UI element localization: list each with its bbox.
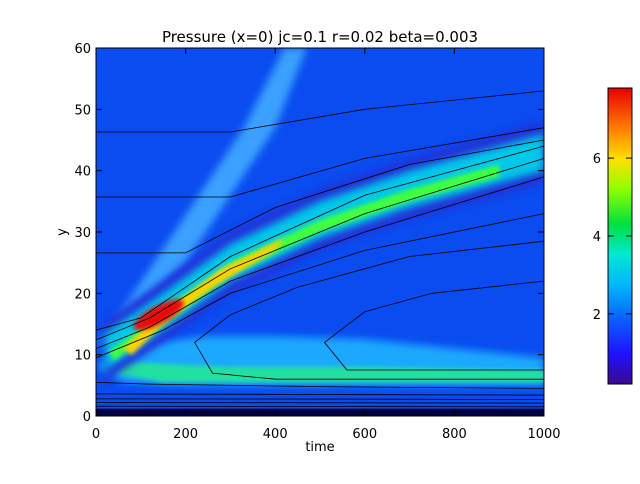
x-axis-label: time [305, 440, 334, 455]
plot-area: 0 200 400 600 800 1000 0 10 20 30 40 50 60 time y [55, 42, 561, 455]
y-axis-label: y [55, 228, 70, 236]
heatmap-fields [96, 48, 544, 416]
field-lower-green [113, 360, 544, 383]
contour-lines [96, 90, 544, 408]
contour-line [96, 405, 544, 408]
field-diagonal-streak [96, 48, 307, 349]
colorbar: 2 4 6 [593, 87, 633, 385]
contour-line [96, 139, 544, 254]
chart-title: Pressure (x=0) jc=0.1 r=0.02 beta=0.003 [162, 28, 478, 46]
field-ridge-yellow [122, 238, 285, 355]
contour-line [96, 176, 544, 349]
contour-line [96, 381, 544, 389]
contour-line [96, 145, 544, 331]
x-tick-label: 800 [442, 427, 467, 442]
y-tick-label: 0 [83, 410, 91, 425]
contour-line [96, 402, 544, 404]
contour-line [96, 398, 544, 400]
y-tick-label: 20 [74, 287, 91, 302]
y-tick-label: 60 [74, 42, 91, 57]
y-tick-label: 30 [74, 226, 91, 241]
y-tick-label: 40 [74, 165, 91, 180]
contour-line [96, 90, 544, 133]
contour-line [194, 240, 544, 380]
contour-line [96, 213, 544, 359]
y-tick-label: 50 [74, 103, 91, 118]
x-tick-label: 200 [173, 427, 198, 442]
y-axis: 0 10 20 30 40 50 60 [74, 42, 544, 425]
contour-line [96, 127, 544, 198]
contour-line [96, 158, 544, 341]
x-tick-label: 0 [92, 427, 100, 442]
x-tick-label: 1000 [527, 427, 560, 442]
colorbar-tick-label: 6 [593, 152, 601, 167]
colorbar-tick-label: 4 [593, 230, 601, 245]
contour-line [323, 280, 544, 371]
colorbar-tick-label: 2 [593, 308, 601, 323]
field-ridge-peak [133, 299, 184, 331]
x-tick-label: 600 [352, 427, 377, 442]
field-bottom-band [96, 408, 544, 416]
y-tick-label: 10 [74, 349, 91, 364]
colorbar-ticks: 2 4 6 [593, 152, 632, 323]
x-axis: 0 200 400 600 800 1000 [92, 48, 561, 442]
x-tick-label: 400 [263, 427, 288, 442]
contour-line [96, 393, 544, 396]
